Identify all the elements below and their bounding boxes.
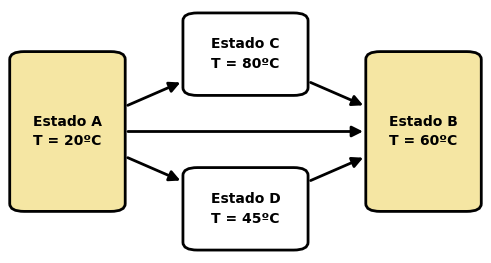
FancyBboxPatch shape [10,52,125,211]
Text: Estado A
T = 20ºC: Estado A T = 20ºC [33,115,102,148]
Text: Estado C
T = 80ºC: Estado C T = 80ºC [211,37,280,71]
FancyBboxPatch shape [183,13,308,95]
FancyBboxPatch shape [183,168,308,250]
FancyBboxPatch shape [366,52,481,211]
Text: Estado D
T = 45ºC: Estado D T = 45ºC [211,192,280,226]
Text: Estado B
T = 60ºC: Estado B T = 60ºC [389,115,458,148]
